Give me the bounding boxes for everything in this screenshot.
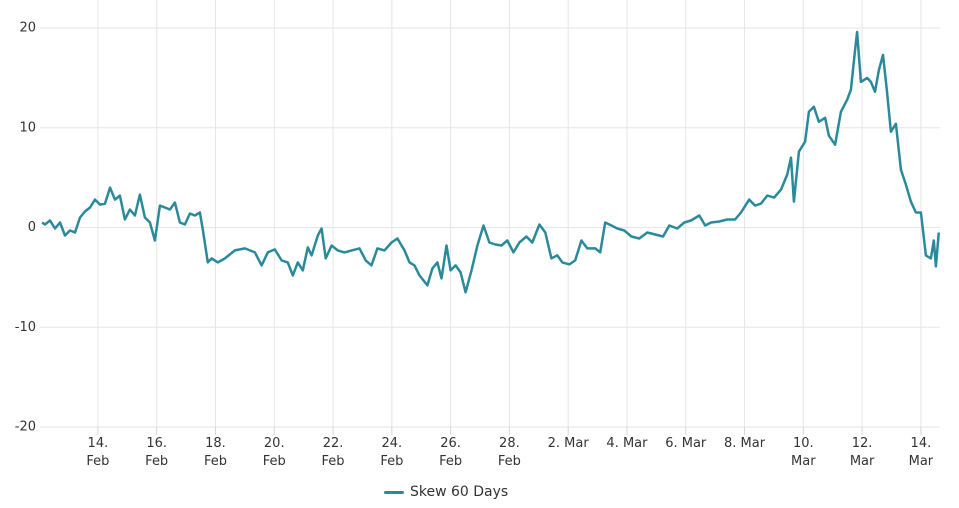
legend-swatch xyxy=(384,490,404,494)
x-tick-label: 2. Mar xyxy=(547,436,589,451)
x-tick-label: 18. Feb xyxy=(203,436,227,469)
x-tick-label: 16. Feb xyxy=(145,436,169,469)
x-tick-label: 24. Feb xyxy=(380,436,404,469)
x-tick-label: 22. Feb xyxy=(321,436,345,469)
x-tick-label: 26. Feb xyxy=(439,436,463,469)
x-tick-label: 14. Feb xyxy=(86,436,110,469)
x-tick-label: 8. Mar xyxy=(723,436,766,451)
legend[interactable]: Skew 60 Days xyxy=(384,484,508,500)
x-tick-label: 4. Mar xyxy=(606,436,648,451)
x-tick-label: 6. Mar xyxy=(665,436,707,451)
x-tick-label: 12. Mar xyxy=(849,436,875,469)
y-tick-label: -10 xyxy=(15,320,36,335)
x-tick-label: 14. Mar xyxy=(908,436,934,469)
y-tick-label: 10 xyxy=(19,120,36,135)
x-tick-label: 28. Feb xyxy=(497,436,521,469)
y-tick-label: -20 xyxy=(15,420,36,435)
y-tick-label: 20 xyxy=(19,21,36,36)
y-tick-label: 0 xyxy=(28,220,36,235)
x-tick-label: 20. Feb xyxy=(262,436,286,469)
line xyxy=(41,30,941,294)
x-tick-label: 10. Mar xyxy=(791,436,816,469)
legend-label: Skew 60 Days xyxy=(410,484,509,500)
